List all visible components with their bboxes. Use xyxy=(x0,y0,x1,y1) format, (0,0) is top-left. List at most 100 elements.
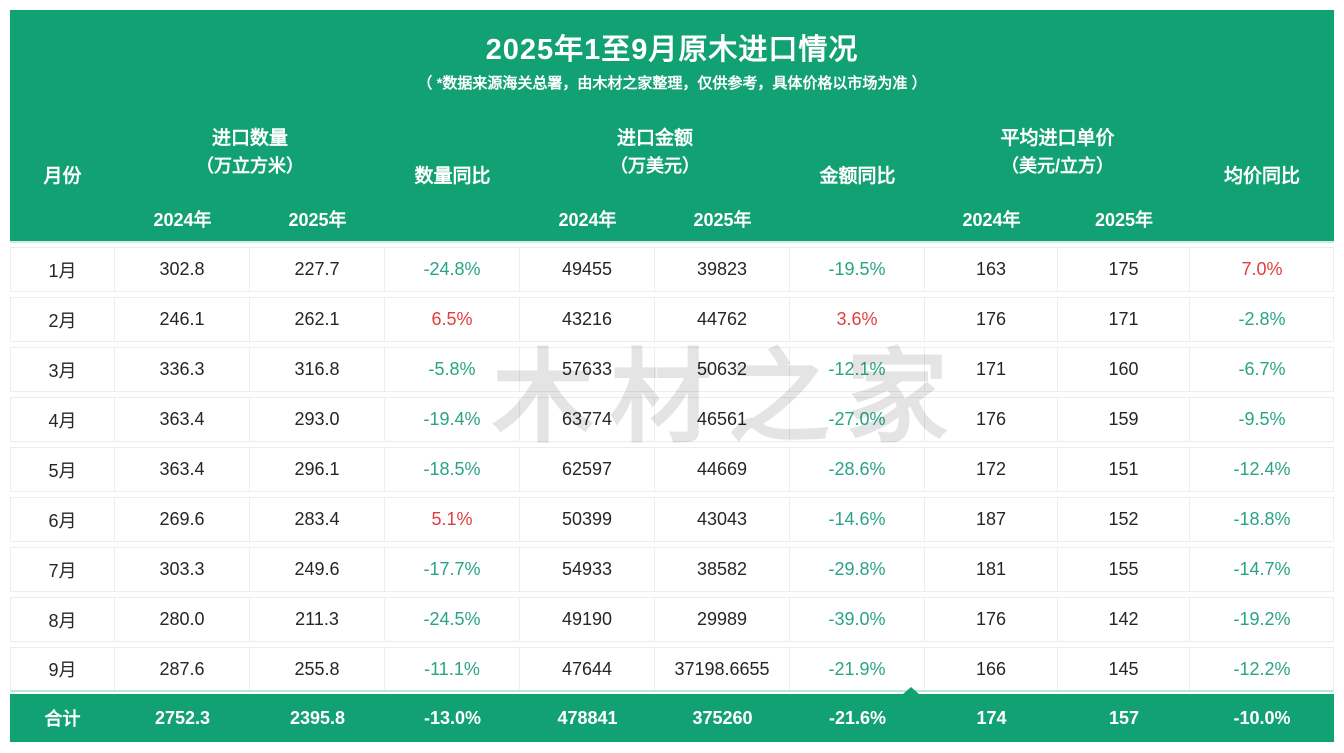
cell-price-2024: 176 xyxy=(925,298,1058,341)
table-row: 8月 280.0 211.3 -24.5% 49190 29989 -39.0%… xyxy=(10,597,1334,642)
cell-amt-2025: 43043 xyxy=(655,498,790,541)
cell-price-yoy: -6.7% xyxy=(1238,359,1286,379)
cell-price-2025: 155 xyxy=(1058,548,1190,591)
cell-month: 5月 xyxy=(11,448,115,491)
cell-price-2025: 145 xyxy=(1058,648,1190,690)
cell-qty-yoy: -19.4% xyxy=(385,398,520,441)
cell-amt-2025: 37198.6655 xyxy=(655,648,790,690)
cell-amt-yoy: -12.1% xyxy=(790,348,925,391)
cell-price-2024: 187 xyxy=(925,498,1058,541)
header-group-amount-unit: （万美元） xyxy=(610,156,700,176)
cell-amt-yoy: -28.6% xyxy=(790,448,925,491)
cell-price-2025: 159 xyxy=(1058,398,1190,441)
cell-qty-2024: 280.0 xyxy=(115,598,250,641)
cell-qty-yoy: -18.5% xyxy=(385,448,520,491)
cell-month: 7月 xyxy=(11,548,115,591)
total-qty-2025: 2395.8 xyxy=(289,707,346,728)
cell-price-2025: 142 xyxy=(1058,598,1190,641)
header-year-price-2025: 2025年 xyxy=(1094,209,1154,230)
table-body: 1月 302.8 227.7 -24.8% 49455 39823 -19.5%… xyxy=(10,243,1334,692)
total-label: 合计 xyxy=(44,709,81,729)
cell-qty-2025: 296.1 xyxy=(250,448,385,491)
cell-month: 6月 xyxy=(11,498,115,541)
notch-pointer-icon xyxy=(903,687,919,694)
table-header-block: 2025年1至9月原木进口情况 （ *数据来源海关总署，由木材之家整理，仅供参考… xyxy=(10,10,1334,243)
cell-price-2025: 171 xyxy=(1058,298,1190,341)
total-amt-yoy: -21.6% xyxy=(828,707,887,728)
header-amount-yoy: 金额同比 xyxy=(819,166,896,187)
cell-qty-2024: 246.1 xyxy=(115,298,250,341)
cell-month: 9月 xyxy=(11,648,115,690)
cell-qty-2025: 255.8 xyxy=(250,648,385,690)
cell-price-yoy: 7.0% xyxy=(1241,259,1283,279)
cell-qty-yoy: 6.5% xyxy=(385,298,520,341)
cell-month: 1月 xyxy=(11,248,115,291)
cell-amt-2025: 44669 xyxy=(655,448,790,491)
cell-qty-yoy: -5.8% xyxy=(385,348,520,391)
header-price-yoy: 均价同比 xyxy=(1223,166,1300,187)
cell-qty-2025: 211.3 xyxy=(250,598,385,641)
cell-amt-2024: 57633 xyxy=(520,348,655,391)
table-row: 3月 336.3 316.8 -5.8% 57633 50632 -12.1% … xyxy=(10,347,1334,392)
table-row: 1月 302.8 227.7 -24.8% 49455 39823 -19.5%… xyxy=(10,247,1334,292)
table-row: 9月 287.6 255.8 -11.1% 47644 37198.6655 -… xyxy=(10,647,1334,692)
cell-price-yoy: -12.4% xyxy=(1233,459,1291,479)
cell-qty-yoy: -17.7% xyxy=(385,548,520,591)
table-row: 5月 363.4 296.1 -18.5% 62597 44669 -28.6%… xyxy=(10,447,1334,492)
header-year-amt-2025: 2025年 xyxy=(693,209,752,230)
cell-qty-2025: 262.1 xyxy=(250,298,385,341)
cell-amt-2024: 54933 xyxy=(520,548,655,591)
cell-qty-2024: 363.4 xyxy=(115,398,250,441)
header-year-price-2024: 2024年 xyxy=(962,209,1021,230)
cell-price-2025: 152 xyxy=(1058,498,1190,541)
cell-amt-2025: 38582 xyxy=(655,548,790,591)
header-group-price: 平均进口单价 （美元/立方） xyxy=(925,108,1190,196)
header-group-price-unit: （美元/立方） xyxy=(1000,156,1114,176)
cell-qty-2024: 303.3 xyxy=(115,548,250,591)
total-amt-2024: 478841 xyxy=(557,707,618,728)
cell-amt-2024: 63774 xyxy=(520,398,655,441)
import-table-card: 2025年1至9月原木进口情况 （ *数据来源海关总署，由木材之家整理，仅供参考… xyxy=(10,10,1334,742)
cell-price-2024: 171 xyxy=(925,348,1058,391)
header-group-quantity-unit: （万立方米） xyxy=(196,156,304,176)
cell-price-2025: 160 xyxy=(1058,348,1190,391)
cell-amt-2025: 39823 xyxy=(655,248,790,291)
cell-amt-2025: 44762 xyxy=(655,298,790,341)
table-row: 4月 363.4 293.0 -19.4% 63774 46561 -27.0%… xyxy=(10,397,1334,442)
cell-amt-2024: 47644 xyxy=(520,648,655,690)
cell-qty-2024: 269.6 xyxy=(115,498,250,541)
cell-amt-yoy: -19.5% xyxy=(790,248,925,291)
total-qty-yoy: -13.0% xyxy=(423,707,482,728)
cell-month: 2月 xyxy=(11,298,115,341)
cell-amt-yoy: -14.6% xyxy=(790,498,925,541)
cell-amt-2024: 49455 xyxy=(520,248,655,291)
cell-price-2025: 151 xyxy=(1058,448,1190,491)
cell-amt-yoy: -27.0% xyxy=(790,398,925,441)
cell-price-2024: 172 xyxy=(925,448,1058,491)
cell-price-yoy: -2.8% xyxy=(1238,309,1286,329)
cell-amt-2024: 50399 xyxy=(520,498,655,541)
cell-amt-yoy: -39.0% xyxy=(790,598,925,641)
cell-price-yoy: -9.5% xyxy=(1238,409,1286,429)
cell-qty-yoy: -11.1% xyxy=(385,648,520,690)
cell-amt-yoy: 3.6% xyxy=(790,298,925,341)
cell-amt-2025: 46561 xyxy=(655,398,790,441)
total-price-2025: 157 xyxy=(1108,707,1140,728)
cell-qty-2025: 293.0 xyxy=(250,398,385,441)
cell-price-2024: 176 xyxy=(925,598,1058,641)
cell-qty-2024: 287.6 xyxy=(115,648,250,690)
header-year-amt-2024: 2024年 xyxy=(558,209,617,230)
total-price-2024: 174 xyxy=(976,707,1007,728)
cell-qty-yoy: -24.5% xyxy=(385,598,520,641)
header-year-qty-2025: 2025年 xyxy=(288,209,347,230)
header-group-quantity-name: 进口数量 xyxy=(211,128,288,149)
cell-month: 8月 xyxy=(11,598,115,641)
cell-qty-2025: 249.6 xyxy=(250,548,385,591)
cell-qty-2025: 316.8 xyxy=(250,348,385,391)
cell-price-yoy: -14.7% xyxy=(1233,559,1291,579)
cell-amt-yoy: -29.8% xyxy=(790,548,925,591)
header-group-amount: 进口金额 （万美元） xyxy=(520,108,790,196)
cell-month: 3月 xyxy=(11,348,115,391)
header-quantity-yoy: 数量同比 xyxy=(414,166,491,187)
